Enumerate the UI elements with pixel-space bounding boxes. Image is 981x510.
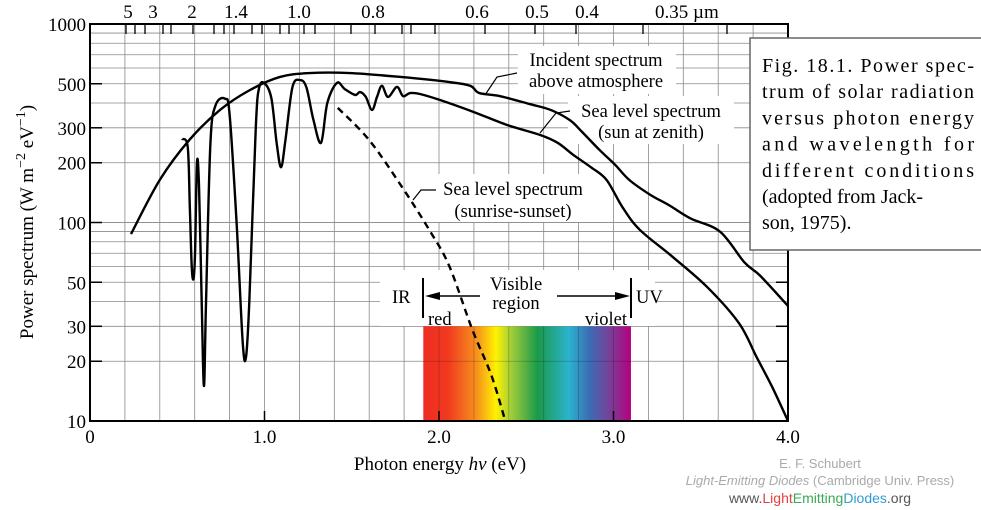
annotation-incident-line1: Incident spectrum (529, 51, 663, 71)
uv-label: UV (636, 288, 663, 308)
credits: E. F. Schubert Light-Emitting Diodes (Ca… (686, 456, 955, 506)
annotation-sunrise: Sea level spectrum (sunrise-sunset) (412, 180, 583, 222)
leader-line (539, 110, 571, 134)
y-axis-label: Power spectrum (W m−2 eV−1) (14, 105, 38, 339)
wavelength-tick-label: 0.6 (465, 2, 489, 23)
annotation-zenith-line1: Sea level spectrum (581, 102, 721, 122)
credit-url[interactable]: www.LightEmittingDiodes.org (728, 490, 911, 506)
leader-line (412, 189, 436, 201)
sea-level-zenith-curve (180, 78, 790, 422)
x-tick-label: 4.0 (776, 427, 800, 448)
sea-level-sunrise-sunset-curve (336, 107, 507, 422)
caption-line: Fig. 18.1. Power spec- (762, 55, 974, 77)
wavelength-tick-label: 1.0 (287, 2, 311, 23)
visible-label-line1: Visible (490, 275, 542, 295)
label-mask (434, 174, 592, 222)
y-tick-label: 500 (58, 75, 87, 96)
visible-spectrum-rect (423, 326, 631, 421)
caption-line: son, 1975). (762, 212, 851, 234)
credit-book: Light-Emitting Diodes (Cambridge Univ. P… (686, 473, 955, 488)
caption-line: (adopted from Jack- (762, 186, 923, 208)
y-tick-label: 50 (67, 273, 86, 294)
leader-line (484, 72, 518, 96)
label-mask (568, 96, 734, 144)
y-tick-label: 20 (67, 352, 86, 373)
y-tick-label: 1000 (48, 15, 86, 36)
wavelength-tick-label: 0.8 (361, 2, 385, 23)
red-label: red (428, 310, 452, 330)
wavelength-tick-label: 0.5 (525, 2, 549, 23)
wavelength-tick-label: 0.35 µm (655, 2, 719, 23)
annotation-incident-line2: above atmosphere (529, 72, 663, 92)
wavelength-tick-label: 5 (123, 2, 133, 23)
x-tick-label: 2.0 (427, 427, 451, 448)
ir-label: IR (392, 288, 411, 308)
caption-line: and wavelength for (762, 134, 974, 156)
caption-box: Fig. 18.1. Power spec-trum of solar radi… (749, 37, 981, 251)
caption-line: trum of solar radiation (762, 81, 974, 103)
label-mask (380, 270, 655, 326)
y-tick-label: 30 (67, 317, 86, 338)
wavelength-tick-label: 3 (148, 2, 158, 23)
visible-label-line2: region (492, 294, 539, 314)
y-tick-label: 100 (58, 214, 87, 235)
violet-label: violet (585, 310, 628, 330)
annotation-incident: Incident spectrum above atmosphere (484, 51, 663, 96)
annotation-sunrise-line2: (sunrise-sunset) (454, 202, 571, 222)
y-tick-label: 300 (58, 119, 87, 140)
wavelength-tick-label: 0.4 (575, 2, 599, 23)
credit-author: E. F. Schubert (779, 456, 861, 471)
curves (129, 71, 790, 422)
annotation-zenith: Sea level spectrum (sun at zenith) (539, 102, 721, 143)
arrow-left-head (425, 292, 440, 300)
wavelength-tick-label: 2 (187, 2, 197, 23)
wavelength-tick-label: 1.4 (224, 2, 248, 23)
x-axis-label: Photon energy hν (eV) (354, 454, 526, 475)
annotation-zenith-line2: (sun at zenith) (598, 123, 704, 143)
x-tick-label: 3.0 (602, 427, 626, 448)
x-tick-label: 0 (85, 427, 95, 448)
caption-line: different conditions (762, 160, 974, 182)
y-tick-label: 200 (58, 154, 87, 175)
y-tick-label: 10 (67, 412, 86, 433)
visible-region-annotation: IR red Visible region UV violet (392, 275, 663, 330)
arrow-right-head (615, 292, 630, 300)
label-mask (518, 46, 676, 94)
visible-spectrum-bar (423, 326, 631, 421)
annotation-sunrise-line1: Sea level spectrum (443, 180, 583, 200)
x-tick-label: 1.0 (253, 427, 277, 448)
